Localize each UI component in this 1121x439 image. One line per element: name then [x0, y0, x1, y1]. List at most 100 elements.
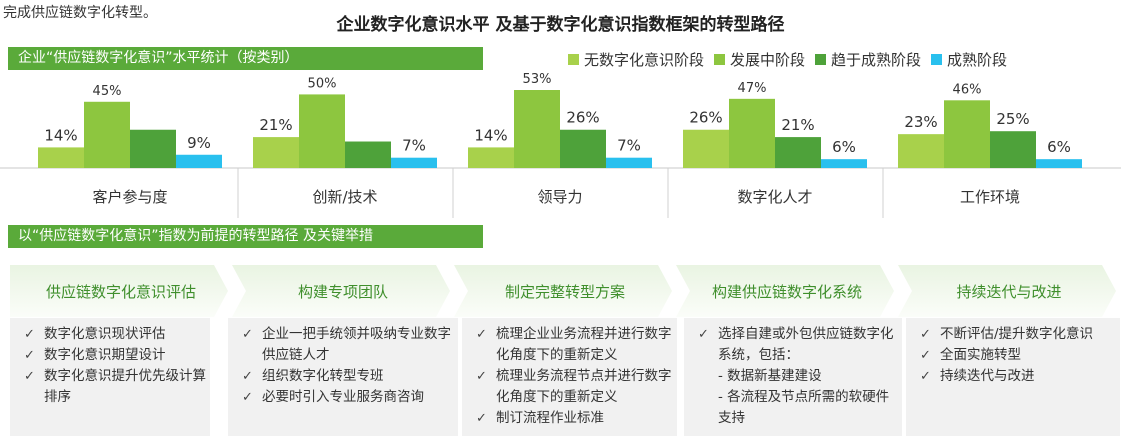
- detail-text: 梳理业务流程节点并进行数字化角度下的重新定义: [496, 368, 672, 405]
- step-chevron: 持续迭代与改进: [898, 265, 1120, 317]
- data-label: 6%: [832, 138, 856, 156]
- check-icon: ✓: [698, 327, 709, 342]
- data-label: 23%: [904, 113, 937, 131]
- detail-item: ✓ 企业一把手统领并吸纳专业数字供应链人才: [242, 324, 458, 366]
- bar: [391, 157, 437, 168]
- data-label: 45%: [93, 84, 122, 99]
- detail-text: 选择自建或外包供应链数字化系统，包括：: [718, 326, 894, 363]
- detail-item: ✓ 组织数字化转型专班: [242, 366, 458, 387]
- check-icon: ✓: [24, 348, 35, 363]
- detail-text: 数字化意识期望设计: [44, 347, 166, 363]
- bar: [560, 129, 606, 168]
- check-icon: ✓: [476, 369, 487, 384]
- data-label: 26%: [566, 109, 599, 127]
- step-label: 制定完整转型方案: [504, 283, 625, 301]
- step-chevron: 制定完整转型方案: [454, 265, 676, 317]
- data-label: 14%: [44, 126, 77, 144]
- bar: [176, 154, 222, 168]
- category-label: 工作环境: [960, 188, 1020, 206]
- check-icon: ✓: [476, 327, 487, 342]
- bar: [775, 137, 821, 168]
- detail-item: ✓ 梳理企业业务流程并进行数字化角度下的重新定义: [476, 324, 677, 366]
- detail-text: 组织数字化转型专班: [262, 368, 384, 384]
- category-label: 客户参与度: [92, 188, 167, 206]
- bar: [683, 129, 729, 168]
- detail-item: ✓ 必要时引入专业服务商咨询: [242, 387, 458, 408]
- category-label: 创新/技术: [312, 188, 377, 206]
- data-label: 14%: [474, 126, 507, 144]
- step-label: 构建专项团队: [297, 283, 388, 301]
- detail-item: ✓ 数字化意识期望设计: [24, 345, 210, 366]
- check-icon: ✓: [920, 327, 931, 342]
- legend-label: 发展中阶段: [730, 51, 806, 69]
- transformation-steps: 供应链数字化意识评估 构建专项团队 制定完整转型方案 构建供应链数字化系统 持续迭代与改…: [10, 265, 1120, 317]
- step-label: 构建供应链数字化系统: [711, 283, 862, 301]
- detail-subitem: - 各流程及节点所需的软硬件支持: [718, 389, 890, 426]
- detail-item: ✓ 全面实施转型: [920, 345, 1120, 366]
- bar: [606, 157, 652, 168]
- data-label: 53%: [523, 72, 552, 87]
- bar: [130, 129, 176, 168]
- chart-legend: 无数字化意识阶段 发展中阶段 趋于成熟阶段 成熟阶段: [568, 49, 1017, 70]
- data-label: 26%: [689, 109, 722, 127]
- detail-text: 企业一把手统领并吸纳专业数字供应链人才: [262, 326, 451, 363]
- detail-item: ✓ 不断评估/提升数字化意识: [920, 324, 1120, 345]
- data-label: 21%: [259, 116, 292, 134]
- chevron-shape: [898, 265, 1116, 317]
- bar: [84, 101, 130, 168]
- chevron-shape: [232, 265, 450, 317]
- bar: [944, 100, 990, 168]
- data-label: 6%: [1047, 138, 1071, 156]
- data-label: 7%: [617, 137, 641, 155]
- bar: [468, 147, 514, 168]
- detail-item: ✓ 梳理业务流程节点并进行数字化角度下的重新定义: [476, 366, 677, 408]
- bar: [729, 98, 775, 168]
- chevron-shape: [454, 265, 672, 317]
- bar: [514, 90, 560, 168]
- section-title-path: 以“供应链数字化意识”指数为前提的转型路径 及关键举措: [8, 225, 483, 248]
- legend-swatch: [714, 54, 726, 65]
- step-detail-box: ✓ 不断评估/提升数字化意识 ✓ 全面实施转型 ✓ 持续迭代与改进: [906, 318, 1120, 436]
- check-icon: ✓: [476, 411, 487, 426]
- detail-item: ✓ 持续迭代与改进: [920, 366, 1120, 387]
- detail-text: 梳理企业业务流程并进行数字化角度下的重新定义: [496, 326, 672, 363]
- legend-swatch: [568, 54, 579, 65]
- step-label: 持续迭代与改进: [956, 283, 1062, 301]
- step-details: ✓ 数字化意识现状评估 ✓ 数字化意识期望设计 ✓ 数字化意识提升优先级计算排序 ✓ 企业一把…: [10, 318, 1120, 439]
- bar: [38, 147, 84, 168]
- detail-text: 持续迭代与改进: [940, 368, 1035, 384]
- chevron-shape: [676, 265, 894, 317]
- detail-text: 数字化意识现状评估: [44, 326, 166, 342]
- chevron-shape: [10, 265, 228, 317]
- category-label: 数字化人才: [737, 188, 812, 206]
- legend-item: 无数字化意识阶段: [568, 49, 704, 70]
- detail-item: ✓ 选择自建或外包供应链数字化系统，包括：: [698, 324, 902, 366]
- bar: [299, 94, 345, 168]
- detail-item: ✓ 数字化意识提升优先级计算排序: [24, 366, 210, 408]
- section-title-stats: 企业“供应链数字化意识”水平统计（按类别）: [8, 47, 483, 70]
- detail-text: 全面实施转型: [940, 347, 1021, 363]
- step-detail-box: ✓ 梳理企业业务流程并进行数字化角度下的重新定义 ✓ 梳理业务流程节点并进行数字化角度…: [462, 318, 677, 436]
- bar: [253, 137, 299, 168]
- data-label: 47%: [738, 81, 767, 96]
- detail-text: 不断评估/提升数字化意识: [940, 326, 1094, 342]
- check-icon: ✓: [242, 327, 253, 342]
- step-detail-box: ✓ 选择自建或外包供应链数字化系统，包括： - 数据新基建建设 - 各流程及节点所需的…: [684, 318, 902, 436]
- detail-text: 必要时引入专业服务商咨询: [262, 389, 424, 405]
- step-chevron: 构建专项团队: [232, 265, 454, 317]
- legend-item: 发展中阶段: [714, 49, 805, 70]
- legend-item: 趋于成熟阶段: [815, 49, 921, 70]
- step-detail-box: ✓ 企业一把手统领并吸纳专业数字供应链人才 ✓ 组织数字化转型专班 ✓ 必要时引入专业服务…: [228, 318, 458, 436]
- legend-swatch: [931, 54, 943, 65]
- detail-subitem: - 数据新基建建设: [718, 368, 822, 384]
- bar: [345, 141, 391, 168]
- data-label: 9%: [187, 134, 211, 152]
- step-chevron: 供应链数字化意识评估: [10, 265, 232, 317]
- step-detail-box: ✓ 数字化意识现状评估 ✓ 数字化意识期望设计 ✓ 数字化意识提升优先级计算排序: [10, 318, 210, 436]
- check-icon: ✓: [24, 327, 35, 342]
- bar-chart: 14% 45% 9% 客户参与度 21% 50% 7% 创新/技术 14% 53% 26% 7% 领导力…: [0, 72, 1121, 218]
- detail-item: ✓ 数字化意识现状评估: [24, 324, 210, 345]
- legend-label: 无数字化意识阶段: [584, 51, 705, 69]
- legend-swatch: [815, 54, 827, 65]
- detail-item: ✓ 制订流程作业标准: [476, 408, 677, 429]
